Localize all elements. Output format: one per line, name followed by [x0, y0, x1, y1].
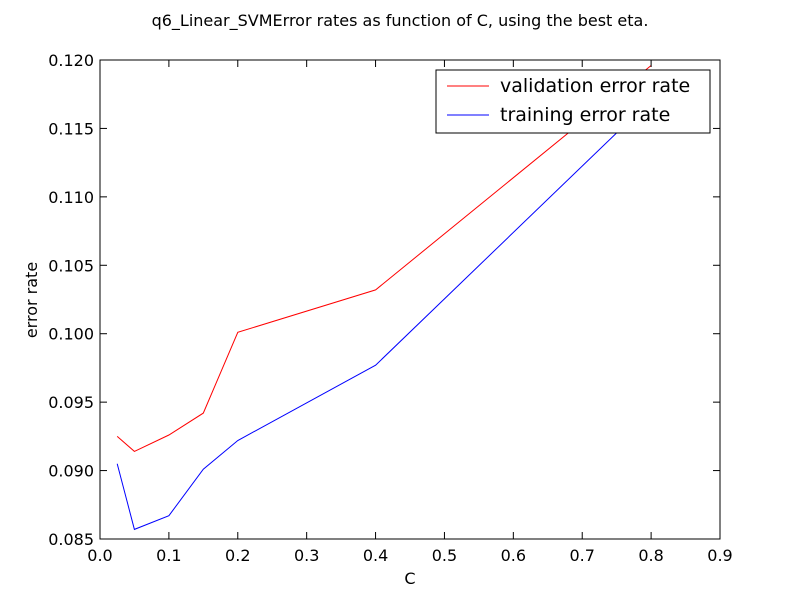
- x-tick-label: 0.2: [225, 546, 250, 565]
- legend: validation error rate training error rat…: [435, 69, 711, 134]
- y-tick-label: 0.095: [48, 393, 94, 412]
- y-tick-label: 0.115: [48, 119, 94, 138]
- legend-label-training: training error rate: [500, 104, 670, 126]
- legend-label-validation: validation error rate: [500, 75, 690, 97]
- x-axis: 0.0 0.1 0.2 0.3 0.4 0.5 0.6 0.7 0.8 0.9: [87, 60, 733, 565]
- legend-box: [435, 69, 711, 134]
- y-tick-label: 0.105: [48, 256, 94, 275]
- series-line-1: [116, 99, 652, 531]
- x-tick-label: 0.6: [501, 546, 526, 565]
- y-tick-label: 0.110: [48, 188, 94, 207]
- x-axis-label: C: [404, 569, 415, 588]
- x-tick-label: 0.1: [156, 546, 181, 565]
- y-tick-label: 0.100: [48, 325, 94, 344]
- y-tick-label: 0.120: [48, 51, 94, 70]
- x-tick-label: 0.5: [432, 546, 457, 565]
- x-tick-label: 0.4: [363, 546, 388, 565]
- y-axis: 0.085 0.090 0.095 0.100 0.105 0.110 0.115 0.120: [48, 51, 720, 549]
- y-axis-label: error rate: [22, 262, 41, 338]
- y-tick-label: 0.085: [48, 530, 94, 549]
- chart-title: q6_Linear_SVMError rates as function of …: [152, 11, 649, 31]
- x-tick-label: 0.3: [294, 546, 319, 565]
- x-tick-label: 0.0: [87, 546, 112, 565]
- series-line-0: [116, 65, 652, 452]
- plot-frame: [99, 59, 721, 540]
- x-tick-label: 0.8: [638, 546, 663, 565]
- x-tick-label: 0.9: [707, 546, 732, 565]
- x-tick-label: 0.7: [569, 546, 594, 565]
- y-tick-label: 0.090: [48, 462, 94, 481]
- series-layer: [116, 65, 652, 531]
